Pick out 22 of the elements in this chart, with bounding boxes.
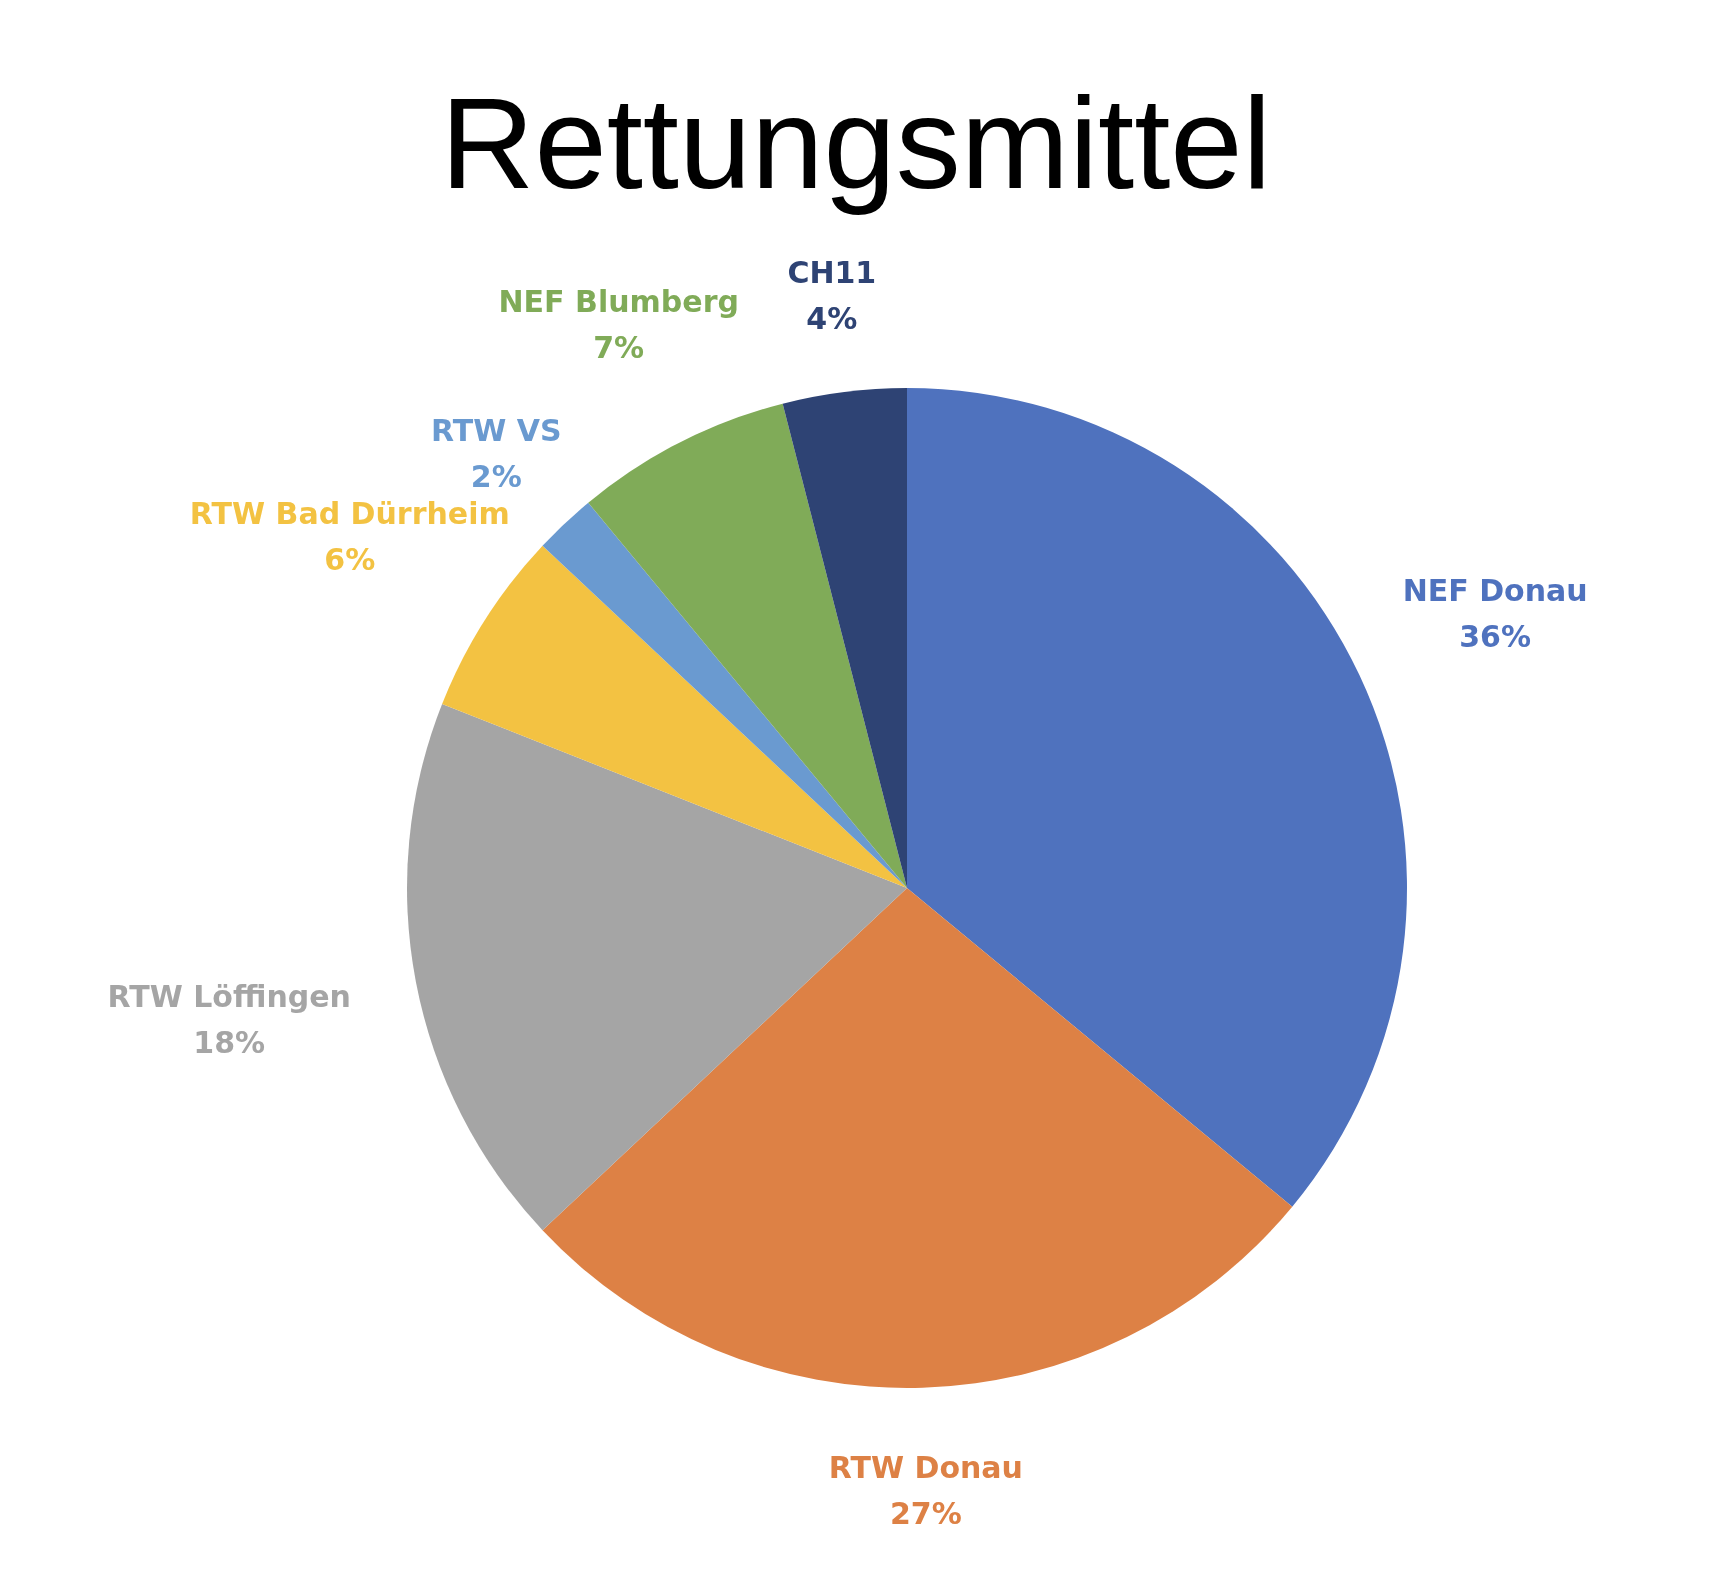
data-label: 7% (593, 330, 645, 366)
slice-label: NEF Blumberg (498, 284, 739, 320)
slice-label: RTW Löffingen (107, 979, 351, 1015)
data-label: 6% (324, 542, 376, 578)
pie-slice (407, 703, 907, 1231)
pie-slice (907, 388, 1407, 1207)
data-label: 4% (806, 300, 858, 336)
pie-slice (542, 502, 907, 888)
slice-label: RTW Bad Dürrheim (189, 496, 510, 532)
pie-slice (442, 545, 907, 888)
data-label: 27% (889, 1495, 962, 1531)
slice-label: NEF Donau (1402, 573, 1588, 609)
pie-slice (542, 888, 1293, 1388)
chart-title: Rettungsmittel (440, 70, 1272, 216)
data-label: 36% (1459, 619, 1532, 655)
data-label: 2% (470, 458, 522, 494)
slice-label: RTW VS (430, 412, 562, 448)
pie-slice (588, 403, 907, 888)
slice-label: RTW Donau (828, 1449, 1023, 1485)
data-label: 18% (193, 1025, 266, 1061)
pie-slice (782, 388, 907, 888)
slice-label: CH11 (787, 254, 877, 290)
